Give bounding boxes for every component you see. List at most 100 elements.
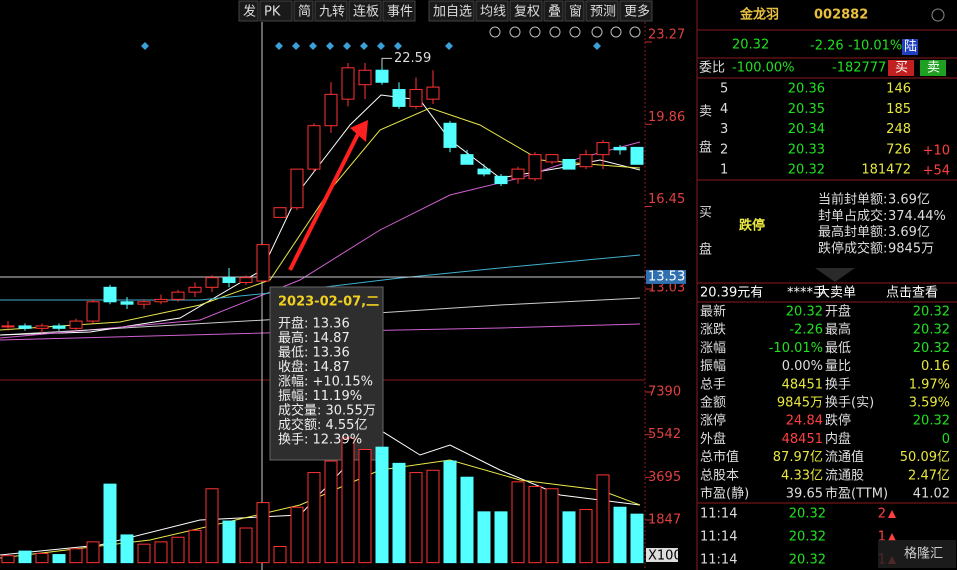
sell-label: 卖 [699,105,712,120]
tick-price: 20.32 [789,530,826,545]
volume-bar [392,462,406,564]
sell-button[interactable] [920,60,946,76]
high-leader [381,57,392,67]
toolbar-button[interactable] [475,0,509,22]
quote-label: 最高 [825,322,851,338]
volume-bar [477,511,491,564]
candle-body [290,168,304,209]
candle-body [426,86,440,100]
toolbar-button[interactable] [238,0,259,22]
sell-label: 盘 [699,140,712,156]
collapse[interactable] [815,268,855,282]
level: 2 [720,142,728,157]
sell-volume: 146 [886,82,911,97]
buy-button[interactable] [888,60,914,76]
tooltip-row: 成交额: 4.55亿 [278,417,367,433]
candle-body [460,154,474,165]
quote-value: 0 [942,432,950,447]
tooltip-row: 涨幅: +10.15% [278,375,373,390]
candle-body [528,154,542,180]
toolbar-icons[interactable] [489,26,641,38]
tooltip-box [269,286,384,461]
toolbar-label: 连板 [353,4,379,20]
candle-body [630,146,644,165]
toolbar-button[interactable] [293,0,314,22]
quote-value: 3.59% [909,396,950,411]
toolbar-label: 事件 [387,5,413,20]
bigorder-text: 大卖单 [817,286,856,301]
toolbar-button[interactable] [428,0,475,22]
tooltip-date: 2023-02-07,二 [278,295,379,310]
toolbar-label: 九转 [319,5,345,20]
tooltip-row: 最低: 13.36 [278,346,350,361]
sell-price: 20.35 [788,102,825,117]
candle-body [1,325,15,328]
quote-label: 总手 [700,377,726,392]
toolbar-button[interactable] [585,0,619,22]
quote-value: 2.47亿 [908,468,950,483]
toolbar-label: 更多 [624,4,650,20]
markers [141,42,601,50]
bigorder-text[interactable]: 点击查看 [886,285,938,301]
quote-value: 24.84 [786,414,823,429]
volume-tick-label: 5542 [648,427,681,442]
stock-code: 002882 [814,8,868,23]
buy-label: 盘 [699,242,712,258]
quote-label: 涨停 [700,413,726,429]
price-tick-label: 16.45 [648,192,685,207]
toolbar-button[interactable] [619,0,653,22]
volume-bar [562,511,576,564]
price-tick-label: 23.27 [648,28,685,43]
candle-body [511,168,525,180]
quote-label: 总股本 [700,468,739,483]
quote-value: 9845万 [777,396,823,411]
tooltip-row: 收盘: 14.87 [278,359,350,375]
volume-bar [239,527,253,564]
toolbar-button[interactable] [382,0,416,22]
candle-body [273,207,287,218]
quote-label: 总市值 [700,449,739,465]
volume-bar [205,488,219,564]
candle-body [375,69,389,83]
watermark: 格隆汇 [904,546,943,562]
quote-value: 20.32 [913,305,950,320]
toolbar-button[interactable] [543,0,564,22]
volume-bar [137,543,151,564]
cursor-price: 13.53 [648,269,685,284]
toolbar-label: PK [264,5,281,20]
quote-label: 外盘 [700,431,726,447]
quote-value: 41.02 [913,487,950,502]
candle-body [613,146,627,151]
quote-label: 跌停 [825,413,851,429]
settings[interactable] [931,8,945,22]
level: 5 [720,82,728,97]
volume-bar [188,529,202,564]
info-label: 最高封单额: [818,224,887,240]
quote-label: 量比 [825,359,851,374]
change: -2.26 [810,39,844,54]
candle-body [35,325,49,329]
toolbar-button[interactable] [564,0,585,22]
toolbar-button[interactable] [314,0,348,22]
info-value: 374.44% [888,209,946,224]
candle-body [392,89,406,107]
pct: -10.01% [848,39,902,54]
volume-bar [69,548,83,564]
price-tick-label: 19.86 [648,110,685,125]
info-value: 9845万 [888,241,934,256]
toolbar-button[interactable] [509,0,543,22]
buy-label: 买 [699,206,712,221]
candle-body [18,325,32,329]
toolbar-button[interactable] [348,0,382,22]
toolbar-button[interactable] [259,0,293,22]
quote-label: 最新 [700,304,726,320]
quote-label: 市盈(TTM) [825,486,888,502]
candle-body [358,69,372,86]
candle-body [307,125,321,170]
volume-bar [358,448,372,564]
candle-body [52,325,66,329]
ma-line [0,323,641,341]
ma-line [0,94,641,336]
quote-value: 0.16 [921,359,950,374]
tick-arrow [888,510,896,518]
